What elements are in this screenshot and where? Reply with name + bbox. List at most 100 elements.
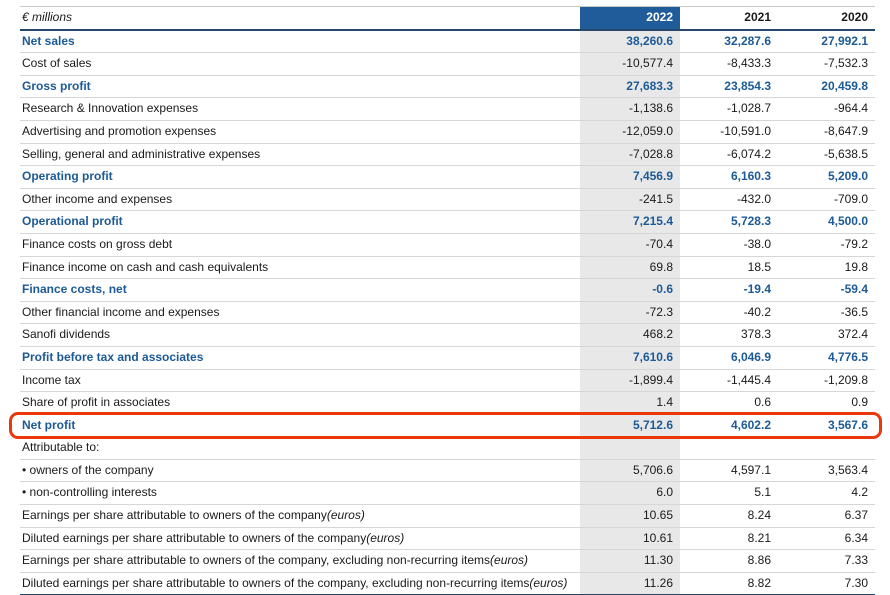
table-row: Net sales 38,260.6 32,287.6 27,992.1 [20,30,875,54]
value-2020: 6.37 [844,508,868,523]
value-2021: 6,046.9 [730,349,771,364]
value-2020: -709.0 [833,191,868,206]
row-label: Sanofi dividends [22,327,111,342]
value-2020: 4,500.0 [827,214,868,229]
value-2021 [680,437,778,459]
table-row: • owners of the company 5,706.6 4,597.1 3,5… [20,459,875,483]
table-row: Finance income on cash and cash equivale… [20,256,875,280]
row-label: • non-controlling interests [22,485,157,500]
table-row: Research & Innovation expenses -1,138.6 -1… [20,98,875,121]
table-header-row: € millions 2022 2021 2020 [20,7,875,31]
value-2020: -7,532.3 [823,56,868,71]
value-2022: -1,899.4 [580,369,680,392]
value-2021: -40.2 [743,304,771,319]
value-2022: 468.2 [580,324,680,346]
row-label: Research & Innovation expenses [22,101,199,116]
table-row: Operational profit 7,215.4 5,728.3 4,500.0 [20,211,875,234]
table-row: Selling, general and administrative expe… [20,143,875,167]
value-2022 [580,437,680,459]
value-2021: 8.82 [747,575,771,590]
table-row: Diluted earnings per share attributable … [20,527,875,551]
row-label: Finance income on cash and cash equivale… [22,259,269,274]
value-2021: 4,597.1 [730,462,771,477]
row-label: Other income and expenses [22,191,173,206]
value-2020: 20,459.8 [821,78,868,93]
table-row: Other income and expenses -241.5 -432.0 -70… [20,188,875,212]
table-row: Diluted earnings per share attributable … [20,572,875,595]
value-2020: -79.2 [840,236,868,251]
value-2020: 27,992.1 [821,33,868,48]
row-label: Selling, general and administrative expe… [22,146,261,161]
table-body: Net sales 38,260.6 32,287.6 27,992.1 Cost of… [9,30,882,595]
value-2021: 8.86 [747,553,771,568]
value-2022: -1,138.6 [580,98,680,120]
value-2020: 5,209.0 [827,169,868,184]
row-label: Income tax [22,372,81,387]
value-2021: -432.0 [736,191,771,206]
row-label: • owners of the company [22,462,154,477]
row-label: Finance costs on gross debt [22,236,173,251]
value-2020: 4,776.5 [827,349,868,364]
value-2021: -10,591.0 [720,123,771,138]
value-2022: -241.5 [580,188,680,211]
value-2021: -38.0 [743,236,771,251]
table-row: Sanofi dividends 468.2 378.3 372.4 [20,324,875,347]
value-2022: 6.0 [580,482,680,505]
value-2022: 7,610.6 [580,346,680,369]
value-2022: 1.4 [580,392,680,414]
value-2020: 372.4 [837,327,868,342]
row-label: Advertising and promotion expenses [22,123,217,138]
value-2022: 5,712.6 [580,414,680,437]
value-2021: 18.5 [747,259,771,274]
table-row: Finance costs, net -0.6 -19.4 -59.4 [20,279,875,302]
value-2020: -59.4 [840,282,868,297]
value-2021: 5,728.3 [730,214,771,229]
value-2022: 10.65 [580,505,680,527]
row-label: Other financial income and expenses [22,304,220,319]
value-2022: -7,028.8 [580,143,680,166]
value-2022: 27,683.3 [580,75,680,98]
table-row: Earnings per share attributable to owner… [20,550,875,573]
value-2022: 69.8 [580,256,680,279]
row-label: Net profit [22,417,76,432]
row-label: Operational profit [22,214,123,229]
row-label: Diluted earnings per share attributable … [22,530,405,545]
value-2020: 19.8 [844,259,868,274]
value-2021: -1,028.7 [726,101,771,116]
row-label: Attributable to: [22,440,100,455]
row-label: Diluted earnings per share attributable … [22,575,568,590]
table-row-net-profit: Net profit 5,712.6 4,602.2 3,567.6 [9,411,882,439]
value-2020 [778,437,875,459]
table-row: Operating profit 7,456.9 6,160.3 5,209.0 [20,166,875,189]
value-2021: 4,602.2 [730,417,771,432]
row-label: Operating profit [22,169,113,184]
value-2020: 4.2 [851,485,868,500]
value-2020: 3,563.4 [827,462,868,477]
value-2022: 10.61 [580,527,680,550]
value-2021: -8,433.3 [726,56,771,71]
value-2022: -10,577.4 [580,53,680,75]
value-2022: 7,456.9 [580,166,680,188]
income-statement-table: € millions 2022 2021 2020 Net sales 38,26… [9,6,882,595]
value-2020: -5,638.5 [823,146,868,161]
row-label: Profit before tax and associates [22,349,204,364]
value-2020: -1,209.8 [823,372,868,387]
value-2020: -964.4 [833,101,868,116]
row-label: Earnings per share attributable to owner… [22,508,365,523]
value-2021: -19.4 [743,282,771,297]
value-2022: -70.4 [580,233,680,256]
value-2021: -6,074.2 [726,146,771,161]
table-row: Other financial income and expenses -72.3… [20,301,875,325]
value-2021: 0.6 [754,395,771,410]
table-row: Advertising and promotion expenses -12,05… [20,120,875,144]
column-header-2022: 2022 [580,7,680,29]
value-2022: -12,059.0 [580,120,680,143]
table-row: Earnings per share attributable to owner… [20,505,875,528]
value-2022: 11.30 [580,550,680,572]
value-2020: 7.33 [844,553,868,568]
row-label: Finance costs, net [22,282,127,297]
row-label: Gross profit [22,78,91,93]
value-2020: -36.5 [840,304,868,319]
value-2020: 6.34 [844,530,868,545]
